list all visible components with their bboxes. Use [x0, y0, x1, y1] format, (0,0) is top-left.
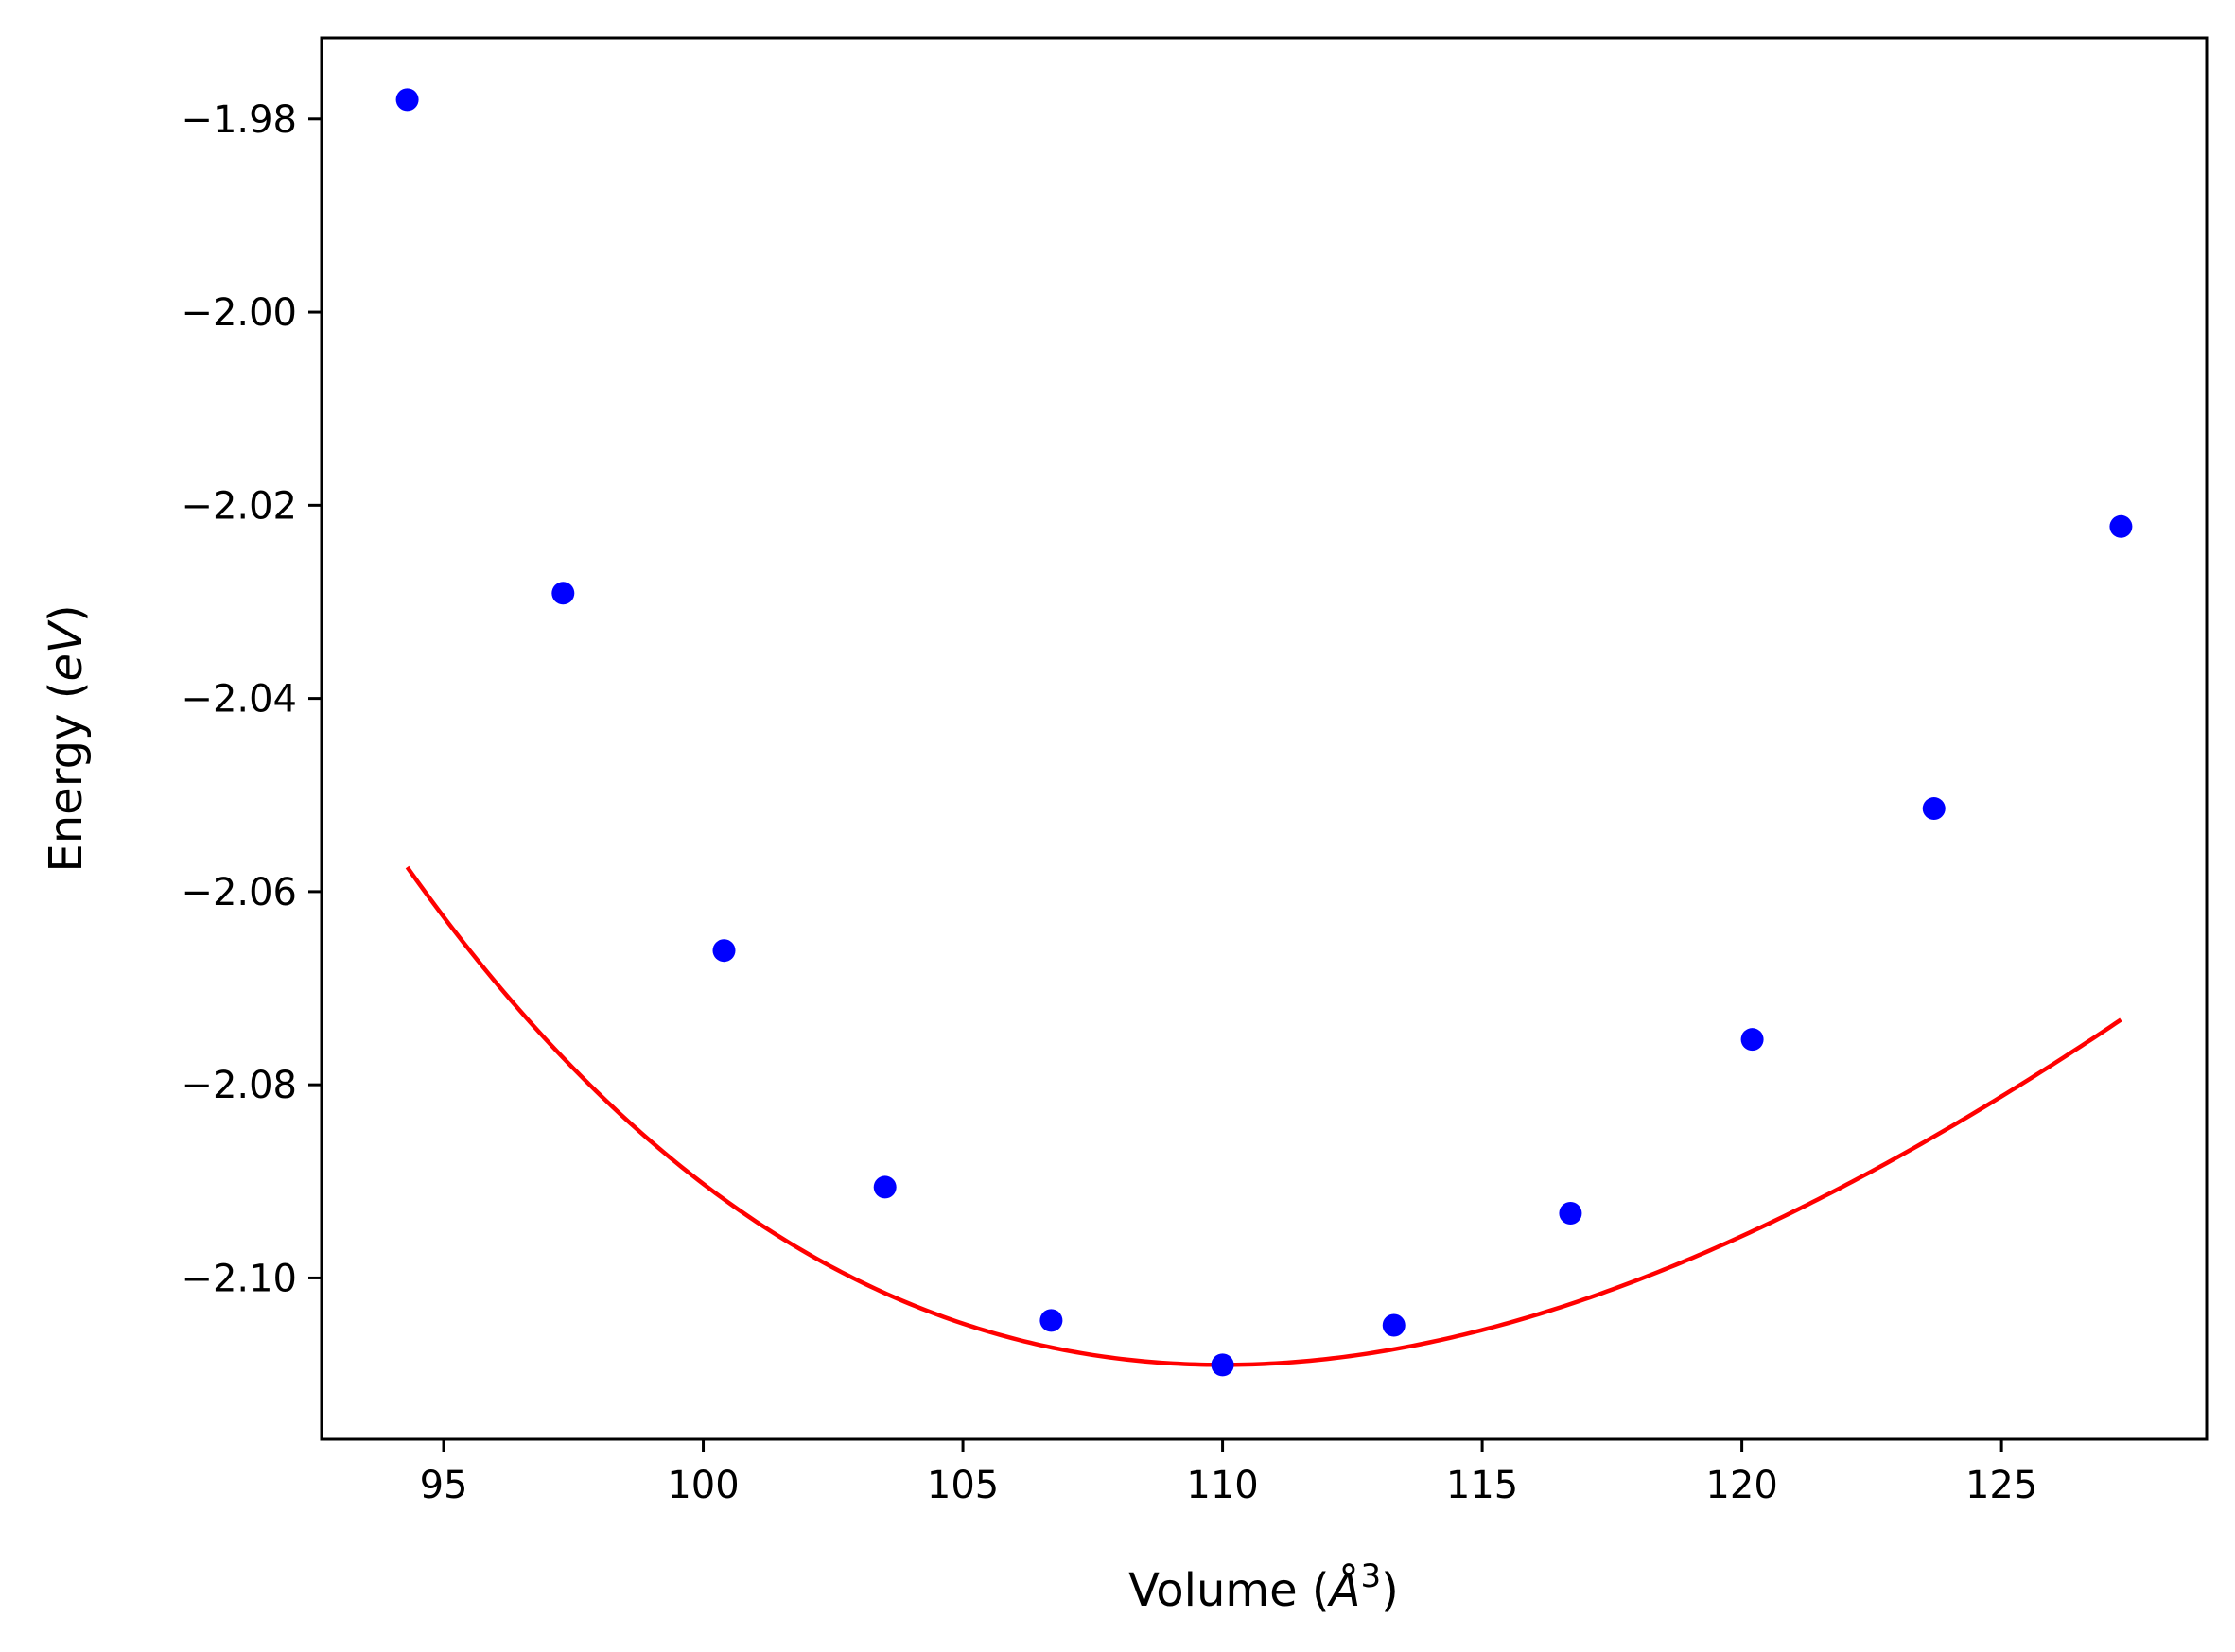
data-point [1740, 1028, 1764, 1052]
x-tick-label: 120 [1705, 1464, 1777, 1507]
data-point [1922, 797, 1946, 821]
y-tick-label: −2.08 [181, 1064, 297, 1107]
data-point [1382, 1313, 1406, 1337]
x-axis-label: Volume (Å3) [1128, 1557, 1399, 1617]
plot-frame [320, 36, 2209, 1441]
y-axis-label: Energy (eV) [40, 604, 93, 872]
data-point [2109, 514, 2133, 538]
fit-line-layer [405, 865, 2122, 1367]
data-point [551, 582, 575, 605]
data-point [712, 939, 736, 963]
y-tick-label: −2.06 [181, 871, 297, 914]
x-axis-ticks: 95 100 105 110 115 120 125 [420, 1439, 2037, 1507]
y-tick-label: −2.00 [181, 291, 297, 335]
x-tick-label: 105 [927, 1464, 999, 1507]
y-tick-label: −2.04 [181, 678, 297, 722]
data-point [1211, 1353, 1234, 1377]
fit-curve [405, 865, 2122, 1367]
x-tick-label: 115 [1446, 1464, 1518, 1507]
data-point [873, 1175, 897, 1199]
data-point [1039, 1309, 1063, 1332]
plot-area [322, 38, 2207, 1439]
x-tick-label: 95 [420, 1464, 468, 1507]
x-tick-label: 125 [1965, 1464, 2037, 1507]
y-tick-label: −2.10 [181, 1257, 297, 1300]
x-tick-label: 100 [667, 1464, 739, 1507]
data-point [1559, 1202, 1582, 1226]
x-tick-label: 110 [1186, 1464, 1258, 1507]
data-point [395, 88, 419, 112]
y-tick-label: −1.98 [181, 98, 297, 142]
y-tick-label: −2.02 [181, 484, 297, 528]
y-axis-ticks: −1.98 −2.00 −2.02 −2.04 −2.06 −2.08 −2.10 [181, 98, 322, 1300]
data-points-layer [395, 88, 2133, 1377]
